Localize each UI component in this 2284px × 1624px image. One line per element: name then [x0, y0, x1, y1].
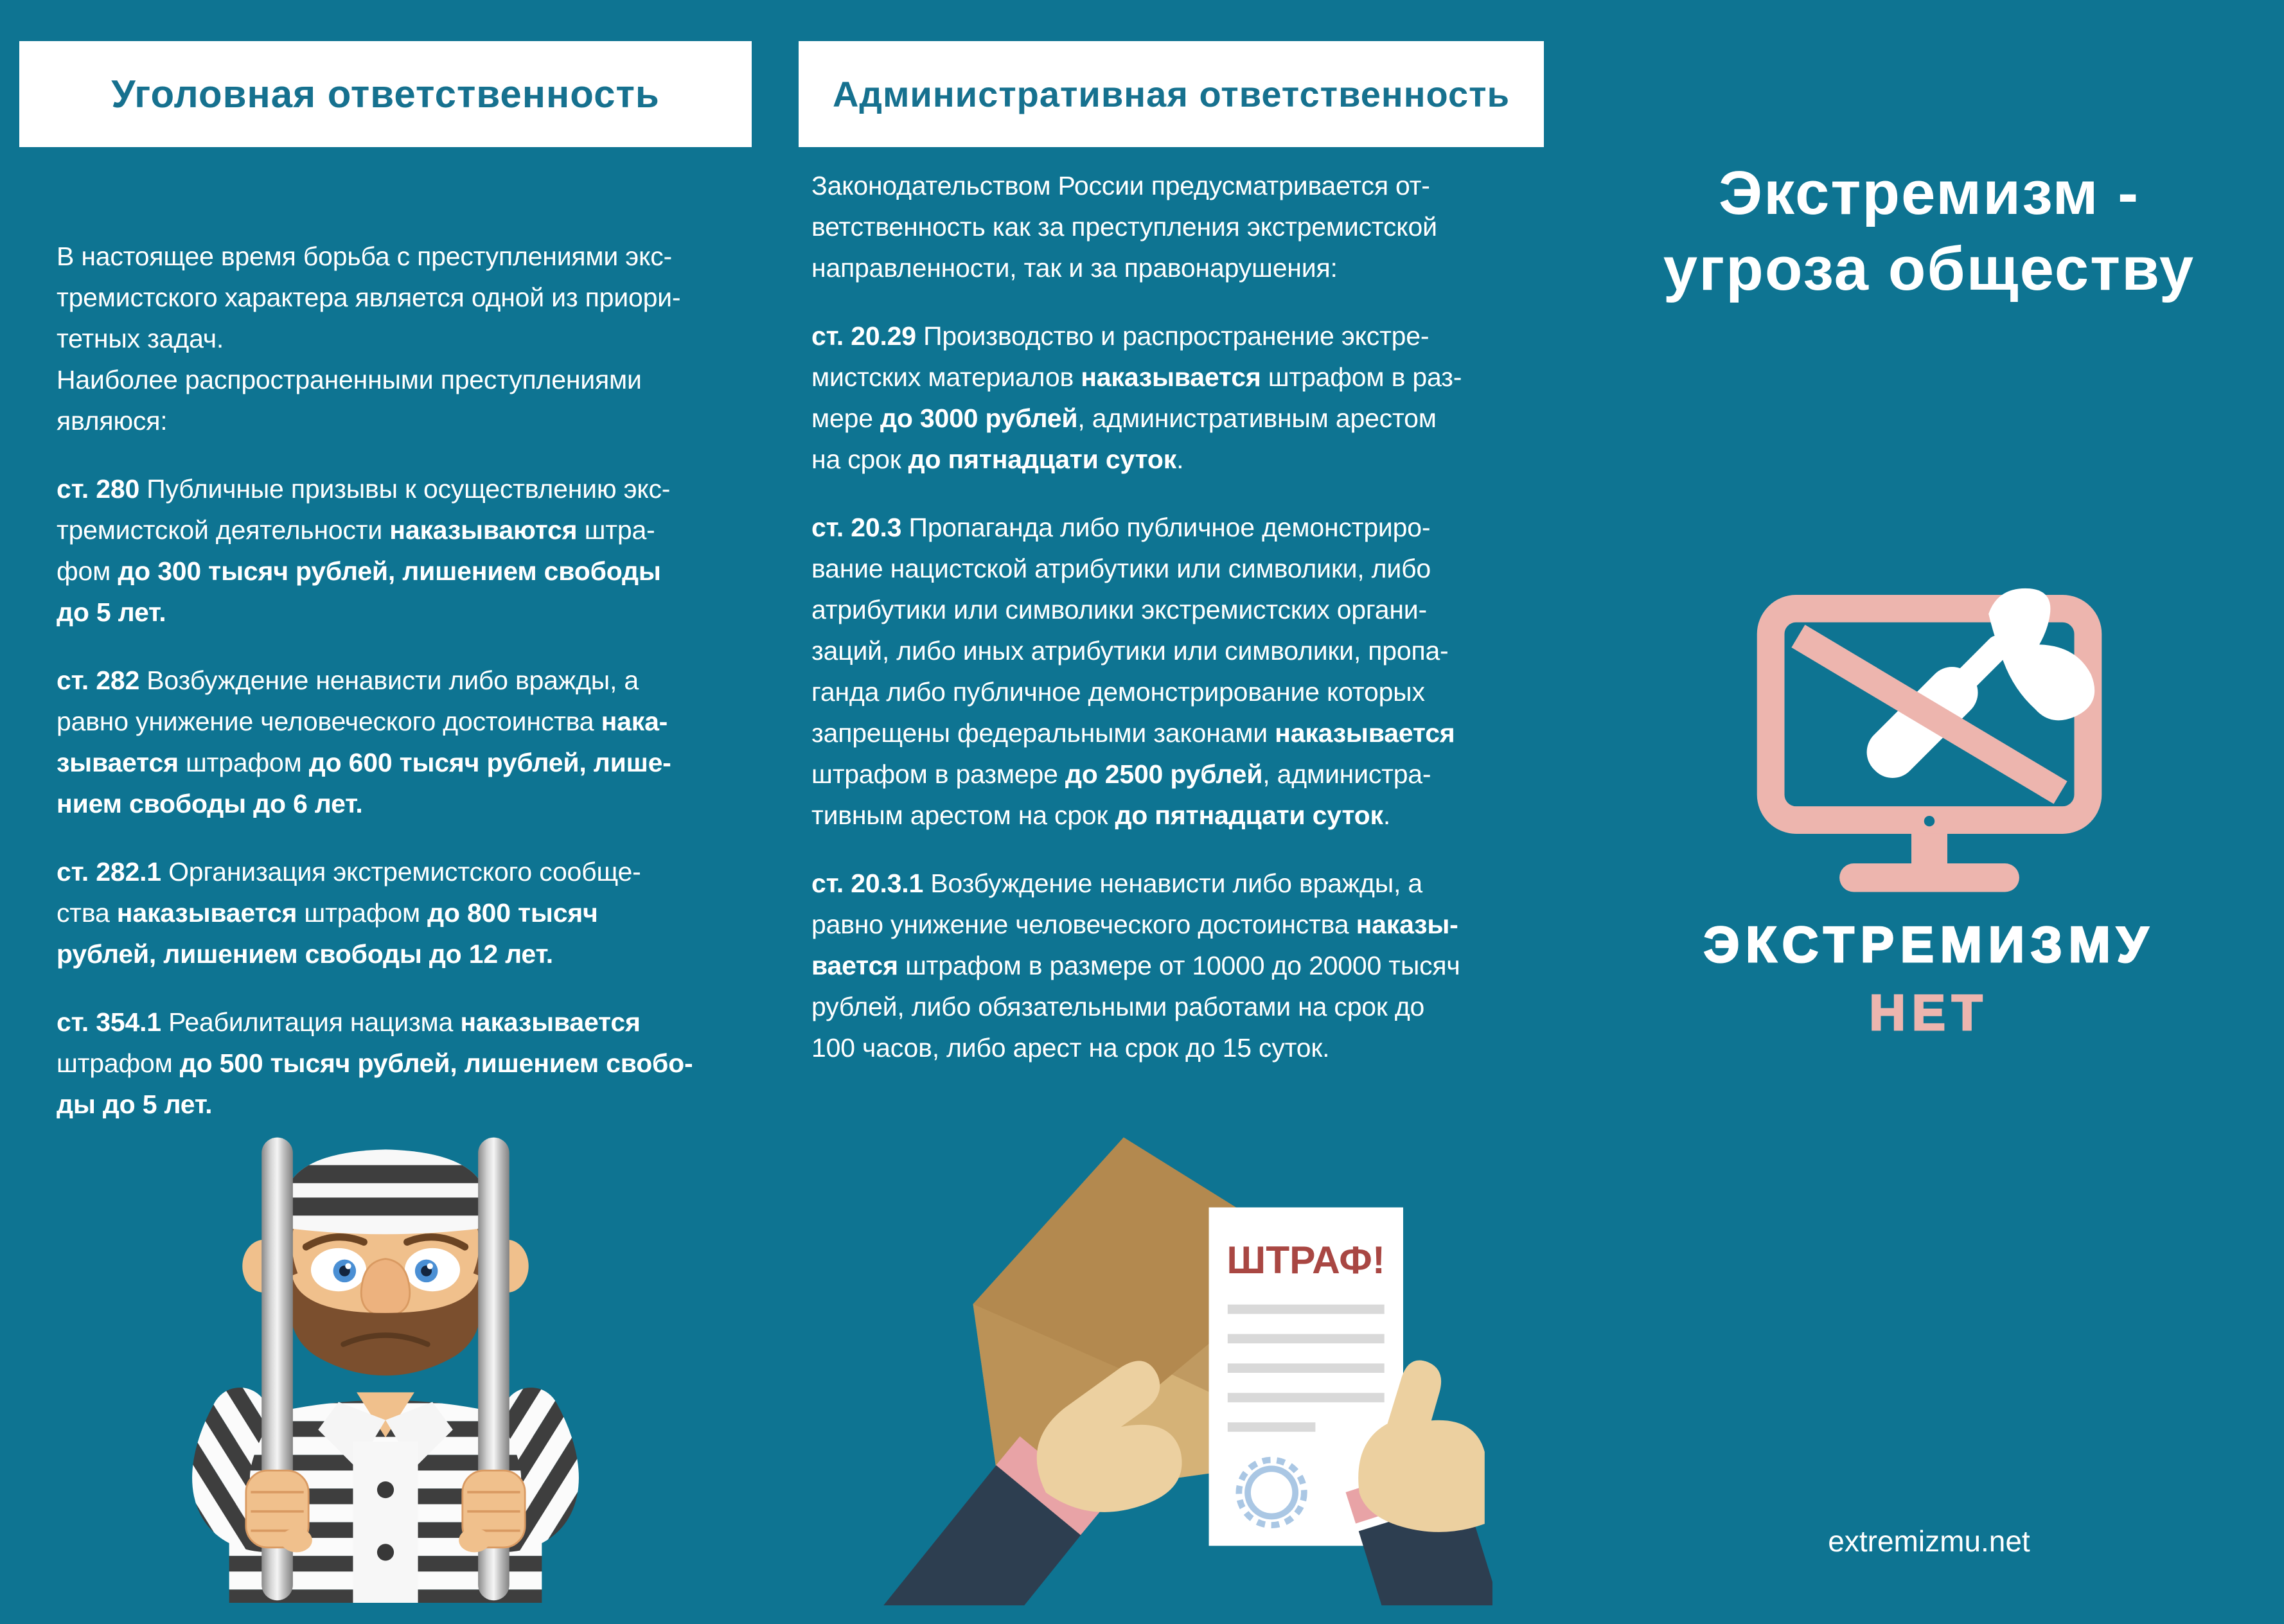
molotov-cloth — [1988, 588, 2094, 721]
prisoner-beard — [289, 1276, 482, 1376]
administrative-liability-header-box: Административная ответственность — [799, 41, 1544, 147]
shirt-button — [376, 1481, 394, 1499]
panel-criminal-liability: Уголовная ответственность В настоящее вр… — [19, 0, 752, 1603]
nose — [360, 1258, 411, 1318]
prisoner-behind-bars-illustration — [192, 1137, 579, 1603]
article-282-1-paragraph: ст. 282.1 Организация экстремистского со… — [57, 857, 641, 969]
article-280-paragraph: ст. 280 Публичные призывы к осуществлени… — [57, 474, 671, 627]
article-20-3-paragraph: ст. 20.3 Пропаганда либо публичное демон… — [811, 513, 1455, 830]
website-url: extremizmu.net — [1828, 1524, 2030, 1558]
panel-title: Экстремизм - угроза обществу ЭКСТРЕМИЗМУ… — [1574, 0, 2284, 1624]
prisoner-uniform — [192, 1387, 579, 1603]
criminal-liability-header-box: Уголовная ответственность — [19, 41, 752, 147]
article-282-paragraph: ст. 282 Возбуждение ненависти либо вражд… — [57, 666, 671, 818]
no-extremism-logo — [1757, 588, 2102, 892]
fine-label: ШТРАФ! — [1226, 1238, 1385, 1282]
right-hand — [1345, 1360, 1492, 1605]
prisoner-cap — [283, 1149, 488, 1235]
brochure-title: Экстремизм - угроза обществу — [1574, 155, 2284, 307]
left-hand — [883, 1361, 1182, 1605]
prisoner-fists — [245, 1469, 526, 1553]
criminal-intro-paragraph: В настоящее время борьба с преступлениям… — [57, 242, 681, 436]
eyebrow — [302, 1233, 367, 1251]
shirt-button — [376, 1544, 394, 1561]
eyebrow — [403, 1233, 469, 1251]
document-seal — [1235, 1456, 1307, 1528]
document-text-lines — [1227, 1304, 1385, 1432]
prisoner-eyes — [310, 1248, 461, 1292]
administrative-liability-title: Административная ответственность — [832, 74, 1510, 114]
article-354-1-paragraph: ст. 354.1 Реабилитация нацизма наказывае… — [57, 1007, 693, 1119]
slogan-extremism: ЭКСТРЕМИЗМУ — [1703, 915, 2155, 974]
criminal-liability-title: Уголовная ответственность — [111, 73, 660, 116]
fine-letter-illustration: ШТРАФ! — [883, 1137, 1492, 1605]
prohibition-slash-icon — [1791, 624, 2067, 804]
brochure-title-line1: Экстремизм - — [1718, 159, 2140, 227]
slogan-no: НЕТ — [1868, 984, 1989, 1042]
article-20-3-1-paragraph: ст. 20.3.1 Возбуждение ненависти либо вр… — [811, 869, 1460, 1063]
monitor-icon — [1757, 594, 2102, 892]
article-20-29-paragraph: ст. 20.29 Производство и распространение… — [811, 321, 1462, 474]
panel-administrative-liability: Административная ответственность Законод… — [799, 0, 1544, 1605]
monitor-power-dot — [1924, 815, 1934, 827]
brochure-title-line2: угроза обществу — [1663, 234, 2195, 303]
administrative-intro-paragraph: Законодательством России предусматривает… — [811, 171, 1437, 283]
